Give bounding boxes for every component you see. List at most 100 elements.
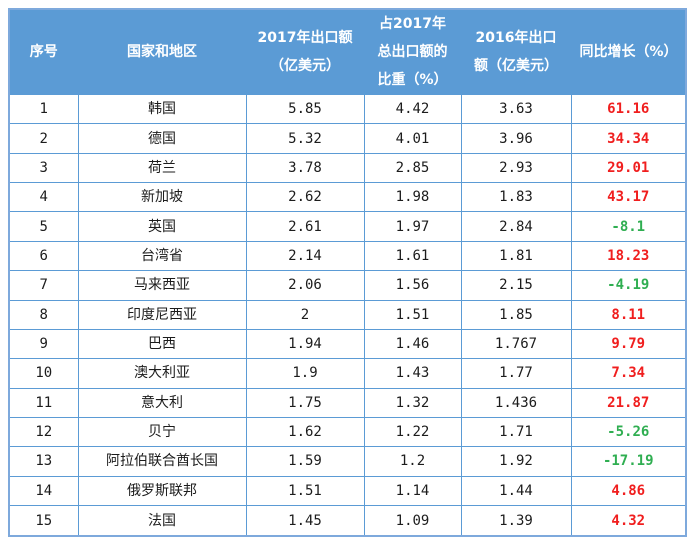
cell-export-2017: 1.62 bbox=[245, 416, 365, 448]
cell-no: 3 bbox=[8, 152, 79, 184]
cell-share-2017: 4.42 bbox=[363, 93, 462, 125]
cell-country: 荷兰 bbox=[77, 152, 247, 184]
cell-export-2017: 3.78 bbox=[245, 152, 365, 184]
cell-no: 2 bbox=[8, 123, 79, 154]
cell-export-2017: 1.45 bbox=[245, 505, 365, 537]
cell-growth: -8.1 bbox=[570, 211, 687, 242]
cell-growth: 34.34 bbox=[570, 123, 687, 154]
cell-export-2016: 2.84 bbox=[460, 211, 572, 242]
cell-country: 贝宁 bbox=[77, 416, 247, 448]
table-row: 15 法国 1.45 1.09 1.39 4.32 bbox=[8, 505, 687, 537]
table-row: 8 印度尼西亚 2 1.51 1.85 8.11 bbox=[8, 299, 687, 330]
cell-share-2017: 2.85 bbox=[363, 152, 462, 184]
cell-country: 巴西 bbox=[77, 328, 247, 360]
cell-no: 9 bbox=[8, 328, 79, 360]
column-header-growth: 同比增长（%） bbox=[570, 8, 687, 95]
cell-country: 马来西亚 bbox=[77, 270, 247, 301]
table-row: 5 英国 2.61 1.97 2.84 -8.1 bbox=[8, 211, 687, 242]
cell-growth: 4.86 bbox=[570, 475, 687, 507]
column-header-export-2016: 2016年出口额（亿美元） bbox=[460, 8, 572, 95]
cell-no: 10 bbox=[8, 358, 79, 389]
cell-no: 5 bbox=[8, 211, 79, 242]
cell-country: 韩国 bbox=[77, 93, 247, 125]
cell-country: 意大利 bbox=[77, 387, 247, 418]
cell-share-2017: 1.51 bbox=[363, 299, 462, 330]
cell-export-2016: 2.15 bbox=[460, 270, 572, 301]
cell-growth: 29.01 bbox=[570, 152, 687, 184]
table-row: 6 台湾省 2.14 1.61 1.81 18.23 bbox=[8, 240, 687, 272]
cell-share-2017: 1.09 bbox=[363, 505, 462, 537]
table-row: 7 马来西亚 2.06 1.56 2.15 -4.19 bbox=[8, 270, 687, 301]
cell-export-2017: 1.59 bbox=[245, 446, 365, 477]
cell-no: 11 bbox=[8, 387, 79, 418]
cell-export-2017: 1.75 bbox=[245, 387, 365, 418]
cell-export-2016: 1.767 bbox=[460, 328, 572, 360]
cell-export-2016: 1.92 bbox=[460, 446, 572, 477]
cell-growth: -4.19 bbox=[570, 270, 687, 301]
cell-growth: 4.32 bbox=[570, 505, 687, 537]
cell-export-2016: 3.63 bbox=[460, 93, 572, 125]
column-header-country: 国家和地区 bbox=[77, 8, 247, 95]
table-body: 1 韩国 5.85 4.42 3.63 61.16 2 德国 5.32 4.01 3.96 34.34… bbox=[8, 93, 687, 537]
cell-no: 4 bbox=[8, 182, 79, 213]
cell-share-2017: 1.97 bbox=[363, 211, 462, 242]
cell-share-2017: 4.01 bbox=[363, 123, 462, 154]
cell-country: 俄罗斯联邦 bbox=[77, 475, 247, 507]
cell-growth: -5.26 bbox=[570, 416, 687, 448]
cell-export-2016: 1.436 bbox=[460, 387, 572, 418]
cell-export-2017: 2.14 bbox=[245, 240, 365, 272]
cell-export-2016: 1.77 bbox=[460, 358, 572, 389]
cell-country: 台湾省 bbox=[77, 240, 247, 272]
cell-growth: 61.16 bbox=[570, 93, 687, 125]
cell-export-2016: 1.81 bbox=[460, 240, 572, 272]
cell-export-2016: 2.93 bbox=[460, 152, 572, 184]
cell-growth: 18.23 bbox=[570, 240, 687, 272]
cell-export-2017: 1.94 bbox=[245, 328, 365, 360]
cell-share-2017: 1.22 bbox=[363, 416, 462, 448]
cell-country: 英国 bbox=[77, 211, 247, 242]
cell-export-2017: 1.51 bbox=[245, 475, 365, 507]
cell-country: 印度尼西亚 bbox=[77, 299, 247, 330]
cell-country: 德国 bbox=[77, 123, 247, 154]
cell-growth: 8.11 bbox=[570, 299, 687, 330]
cell-export-2017: 2 bbox=[245, 299, 365, 330]
cell-no: 14 bbox=[8, 475, 79, 507]
cell-country: 澳大利亚 bbox=[77, 358, 247, 389]
cell-no: 7 bbox=[8, 270, 79, 301]
cell-export-2016: 1.39 bbox=[460, 505, 572, 537]
cell-no: 6 bbox=[8, 240, 79, 272]
cell-growth: 9.79 bbox=[570, 328, 687, 360]
cell-share-2017: 1.2 bbox=[363, 446, 462, 477]
cell-share-2017: 1.46 bbox=[363, 328, 462, 360]
table-row: 1 韩国 5.85 4.42 3.63 61.16 bbox=[8, 93, 687, 125]
cell-share-2017: 1.43 bbox=[363, 358, 462, 389]
cell-no: 13 bbox=[8, 446, 79, 477]
table-row: 3 荷兰 3.78 2.85 2.93 29.01 bbox=[8, 152, 687, 184]
cell-no: 15 bbox=[8, 505, 79, 537]
table-row: 12 贝宁 1.62 1.22 1.71 -5.26 bbox=[8, 416, 687, 448]
cell-no: 8 bbox=[8, 299, 79, 330]
cell-export-2017: 2.62 bbox=[245, 182, 365, 213]
table-row: 11 意大利 1.75 1.32 1.436 21.87 bbox=[8, 387, 687, 418]
cell-share-2017: 1.32 bbox=[363, 387, 462, 418]
cell-no: 12 bbox=[8, 416, 79, 448]
cell-country: 阿拉伯联合酋长国 bbox=[77, 446, 247, 477]
cell-export-2017: 1.9 bbox=[245, 358, 365, 389]
cell-share-2017: 1.61 bbox=[363, 240, 462, 272]
table-row: 10 澳大利亚 1.9 1.43 1.77 7.34 bbox=[8, 358, 687, 389]
table-row: 9 巴西 1.94 1.46 1.767 9.79 bbox=[8, 328, 687, 360]
cell-country: 法国 bbox=[77, 505, 247, 537]
cell-growth: -17.19 bbox=[570, 446, 687, 477]
cell-growth: 43.17 bbox=[570, 182, 687, 213]
column-header-share-2017: 占2017年总出口额的比重（%） bbox=[363, 8, 462, 95]
cell-export-2016: 3.96 bbox=[460, 123, 572, 154]
table-row: 2 德国 5.32 4.01 3.96 34.34 bbox=[8, 123, 687, 154]
cell-growth: 21.87 bbox=[570, 387, 687, 418]
cell-export-2016: 1.83 bbox=[460, 182, 572, 213]
cell-export-2016: 1.71 bbox=[460, 416, 572, 448]
export-data-table: 序号 国家和地区 2017年出口额（亿美元） 占2017年总出口额的比重（%） … bbox=[8, 8, 687, 537]
table-row: 14 俄罗斯联邦 1.51 1.14 1.44 4.86 bbox=[8, 475, 687, 507]
cell-growth: 7.34 bbox=[570, 358, 687, 389]
cell-export-2017: 5.32 bbox=[245, 123, 365, 154]
